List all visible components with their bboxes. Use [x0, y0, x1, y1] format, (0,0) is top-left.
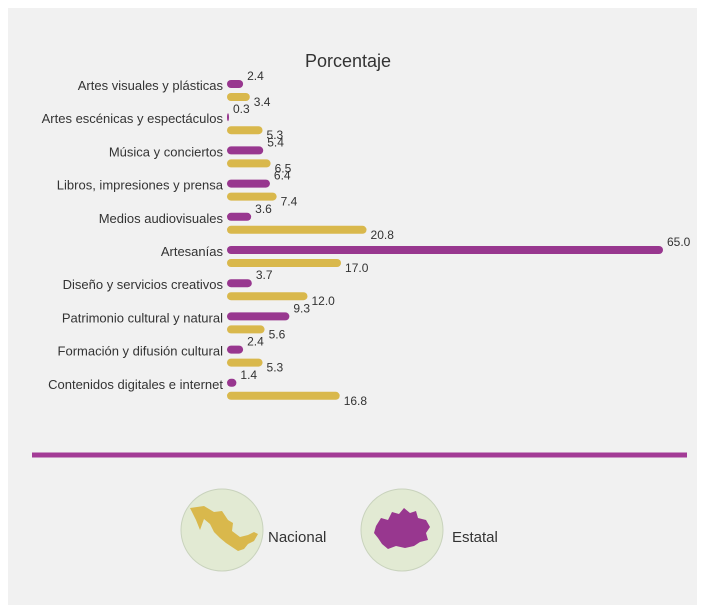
value-label-estatal: 9.3: [293, 301, 310, 315]
category-label: Diseño y servicios creativos: [63, 277, 224, 292]
value-label-estatal: 3.7: [256, 268, 273, 282]
bar-nacional: [227, 259, 342, 267]
legend-label-nacional: Nacional: [268, 529, 326, 546]
category-label: Libros, impresiones y prensa: [57, 178, 224, 193]
value-label-nacional: 6.5: [275, 161, 292, 175]
value-label-nacional: 5.3: [267, 361, 284, 375]
category-label: Artes escénicas y espectáculos: [42, 111, 224, 126]
value-label-estatal: 2.4: [247, 335, 264, 349]
bar-estatal: [227, 179, 270, 188]
bar-estatal: [227, 146, 264, 155]
bar-nacional: [227, 292, 308, 301]
bar-estatal: [227, 212, 252, 221]
category-label: Medios audiovisuales: [99, 211, 224, 226]
legend-item-nacional[interactable]: Nacional: [180, 488, 326, 572]
bar-nacional: [227, 358, 263, 367]
legend-label-estatal: Estatal: [452, 529, 498, 546]
bar-nacional: [227, 391, 340, 400]
value-label-estatal: 6.4: [274, 169, 291, 183]
category-label: Formación y difusión cultural: [58, 344, 224, 359]
bar-estatal: [227, 279, 252, 288]
bar-nacional: [227, 225, 367, 234]
value-label-nacional: 3.4: [254, 95, 271, 109]
oaxaca-map-icon: [374, 508, 430, 549]
category-label: Contenidos digitales e internet: [48, 377, 223, 392]
bar-nacional: [227, 126, 263, 135]
value-label-estatal: 1.4: [240, 368, 257, 382]
category-label: Artes visuales y plásticas: [78, 78, 224, 93]
value-label-nacional: 20.8: [371, 228, 395, 242]
bar-estatal: [227, 378, 237, 387]
value-label-nacional: 5.6: [269, 327, 286, 341]
mexico-map-icon: [190, 506, 258, 551]
value-label-estatal: 3.6: [255, 202, 272, 216]
bars-group: Artes visuales y plásticas 2.4 3.4 Artes es…: [42, 69, 691, 408]
category-label: Patrimonio cultural y natural: [62, 310, 223, 325]
value-label-nacional: 16.8: [344, 394, 368, 408]
value-label-nacional: 12.0: [311, 294, 335, 308]
value-label-estatal: 0.3: [233, 102, 250, 116]
chart-panel: [8, 8, 697, 605]
bar-estatal: [227, 80, 244, 88]
chart-title: Porcentaje: [305, 51, 391, 71]
value-label-estatal: 65.0: [667, 235, 691, 249]
bar-estatal: [227, 113, 230, 122]
bar-estatal: [227, 312, 290, 321]
bar-nacional: [227, 159, 271, 168]
value-label-estatal: 5.4: [267, 135, 284, 149]
value-label-nacional: 7.4: [281, 195, 298, 209]
bar-estatal: [227, 345, 244, 354]
bar-nacional: [227, 192, 277, 201]
bar-estatal: [227, 246, 663, 254]
legend: Nacional Estatal: [180, 488, 498, 572]
bar-nacional: [227, 325, 265, 334]
category-label: Artesanías: [161, 244, 224, 259]
legend-item-estatal[interactable]: Estatal: [360, 488, 498, 572]
value-label-nacional: 5.3: [267, 128, 284, 142]
value-label-nacional: 17.0: [345, 261, 369, 275]
value-label-estatal: 2.4: [247, 69, 264, 83]
category-label: Música y conciertos: [109, 144, 224, 159]
bar-nacional: [227, 93, 250, 101]
